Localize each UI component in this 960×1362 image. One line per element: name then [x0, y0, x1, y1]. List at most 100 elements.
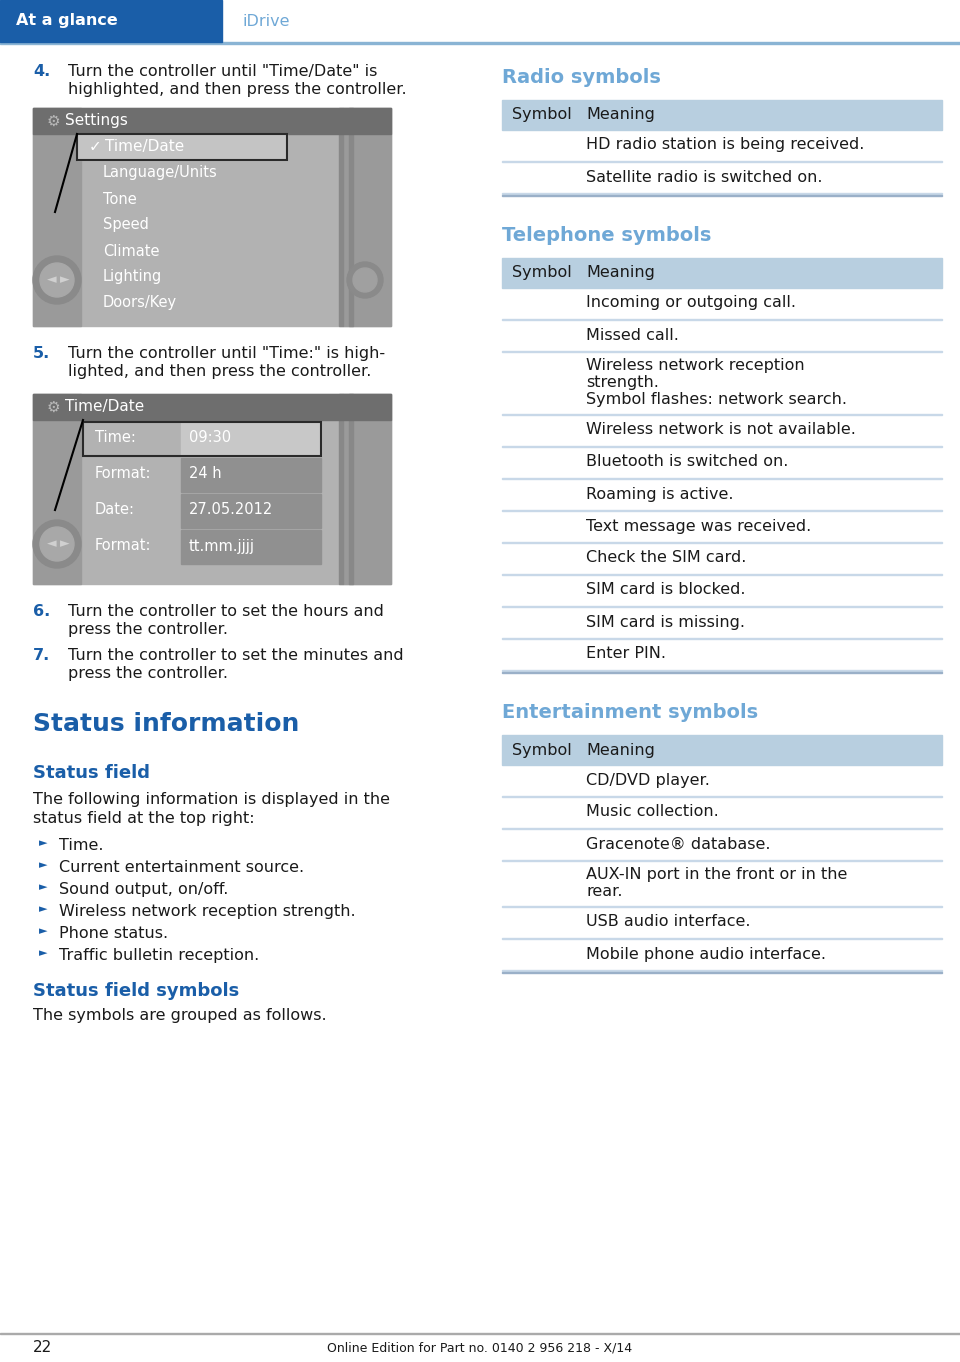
Text: Date:: Date:	[95, 503, 135, 518]
Text: ►: ►	[60, 274, 70, 286]
Text: Traffic bulletin reception.: Traffic bulletin reception.	[59, 948, 259, 963]
Text: ⚙: ⚙	[47, 399, 60, 414]
Bar	[502, 735, 942, 765]
Text: Symbol: Symbol	[512, 266, 572, 281]
Text: Time/Date: Time/Date	[65, 399, 144, 414]
Bar	[33, 394, 391, 419]
Text: ⚙: ⚙	[47, 113, 60, 128]
Bar	[33, 108, 391, 133]
Bar	[502, 99, 942, 129]
Text: Lighting: Lighting	[103, 270, 162, 285]
Text: Time/Date: Time/Date	[105, 139, 184, 154]
Text: The following information is displayed in the: The following information is displayed i…	[33, 791, 390, 808]
Circle shape	[33, 520, 81, 568]
Text: CD/DVD player.: CD/DVD player.	[586, 772, 709, 787]
Text: Current entertainment source.: Current entertainment source.	[59, 859, 304, 874]
Text: 22: 22	[33, 1340, 52, 1355]
Bar	[181, 422, 321, 456]
Text: Satellite radio is switched on.: Satellite radio is switched on.	[586, 169, 823, 184]
Text: strength.: strength.	[586, 375, 659, 390]
Text: Meaning: Meaning	[586, 108, 655, 123]
Text: Status field: Status field	[33, 764, 150, 782]
Bar	[181, 458, 321, 492]
Bar	[339, 394, 343, 584]
Text: Time.: Time.	[59, 838, 104, 853]
Text: Phone status.: Phone status.	[59, 926, 168, 941]
Bar	[349, 108, 353, 326]
Circle shape	[40, 527, 74, 561]
Text: Format:: Format:	[95, 538, 152, 553]
Text: Turn the controller until "Time:" is high‐: Turn the controller until "Time:" is hig…	[68, 346, 385, 361]
Bar	[502, 257, 942, 287]
Text: SIM card is missing.: SIM card is missing.	[586, 614, 745, 629]
Text: Time:: Time:	[95, 430, 136, 445]
Text: Online Edition for Part no. 0140 2 956 218 - X/14: Online Edition for Part no. 0140 2 956 2…	[327, 1342, 633, 1354]
Text: Tone: Tone	[103, 192, 136, 207]
Text: iDrive: iDrive	[242, 14, 290, 29]
Text: At a glance: At a glance	[16, 14, 118, 29]
Text: Turn the controller until "Time/Date" is: Turn the controller until "Time/Date" is	[68, 64, 377, 79]
Text: 09:30: 09:30	[189, 430, 231, 445]
Text: 24 h: 24 h	[189, 467, 222, 482]
Text: Turn the controller to set the minutes and: Turn the controller to set the minutes a…	[68, 648, 403, 663]
Text: Meaning: Meaning	[586, 266, 655, 281]
Circle shape	[353, 268, 377, 291]
Text: Wireless network reception strength.: Wireless network reception strength.	[59, 904, 355, 919]
Bar	[0, 42, 960, 44]
Bar	[83, 422, 321, 456]
Text: lighted, and then press the controller.: lighted, and then press the controller.	[68, 364, 372, 379]
Text: Language/Units: Language/Units	[103, 166, 218, 181]
Text: ►: ►	[39, 838, 47, 849]
Text: Telephone symbols: Telephone symbols	[502, 226, 711, 245]
Text: Incoming or outgoing call.: Incoming or outgoing call.	[586, 296, 796, 311]
Bar	[181, 494, 321, 528]
Text: Status field symbols: Status field symbols	[33, 982, 239, 1000]
Bar	[502, 195, 942, 196]
Text: Status information: Status information	[33, 712, 300, 735]
Text: USB audio interface.: USB audio interface.	[586, 914, 751, 929]
Text: Turn the controller to set the hours and: Turn the controller to set the hours and	[68, 603, 384, 618]
Text: HD radio station is being received.: HD radio station is being received.	[586, 138, 864, 153]
Text: press the controller.: press the controller.	[68, 622, 228, 637]
Text: highlighted, and then press the controller.: highlighted, and then press the controll…	[68, 82, 407, 97]
Text: press the controller.: press the controller.	[68, 666, 228, 681]
Text: Bluetooth is switched on.: Bluetooth is switched on.	[586, 455, 788, 470]
Text: AUX-IN port in the front or in the: AUX-IN port in the front or in the	[586, 868, 848, 883]
Bar	[33, 394, 391, 584]
Bar	[343, 108, 391, 326]
Text: 4.: 4.	[33, 64, 50, 79]
Text: 7.: 7.	[33, 648, 50, 663]
Text: ►: ►	[39, 926, 47, 936]
Text: Wireless network is not available.: Wireless network is not available.	[586, 422, 856, 437]
Text: Text message was received.: Text message was received.	[586, 519, 811, 534]
Text: Speed: Speed	[103, 218, 149, 233]
Text: Radio symbols: Radio symbols	[502, 68, 660, 87]
Text: Mobile phone audio interface.: Mobile phone audio interface.	[586, 947, 826, 962]
Bar	[502, 671, 942, 673]
Text: Format:: Format:	[95, 467, 152, 482]
Text: The symbols are grouped as follows.: The symbols are grouped as follows.	[33, 1008, 326, 1023]
Bar	[33, 108, 81, 326]
Bar	[349, 394, 353, 584]
Bar	[33, 108, 391, 326]
Text: Doors/Key: Doors/Key	[103, 296, 178, 311]
Bar	[339, 108, 343, 326]
Text: Gracenote® database.: Gracenote® database.	[586, 836, 771, 851]
Text: ✓: ✓	[89, 139, 102, 154]
Text: Symbol: Symbol	[512, 742, 572, 757]
Text: Music collection.: Music collection.	[586, 805, 719, 820]
Text: ◄: ◄	[47, 274, 57, 286]
Text: Enter PIN.: Enter PIN.	[586, 647, 666, 662]
Text: ►: ►	[39, 948, 47, 957]
Text: Symbol flashes: network search.: Symbol flashes: network search.	[586, 392, 847, 407]
Text: Missed call.: Missed call.	[586, 327, 679, 342]
Bar	[181, 530, 321, 564]
Text: ►: ►	[39, 904, 47, 914]
Text: 27.05.2012: 27.05.2012	[189, 503, 274, 518]
Text: SIM card is blocked.: SIM card is blocked.	[586, 583, 746, 598]
Text: Roaming is active.: Roaming is active.	[586, 486, 733, 501]
Text: ►: ►	[60, 538, 70, 550]
Text: ►: ►	[39, 883, 47, 892]
Text: ◄: ◄	[47, 538, 57, 550]
Text: Sound output, on/off.: Sound output, on/off.	[59, 883, 228, 898]
